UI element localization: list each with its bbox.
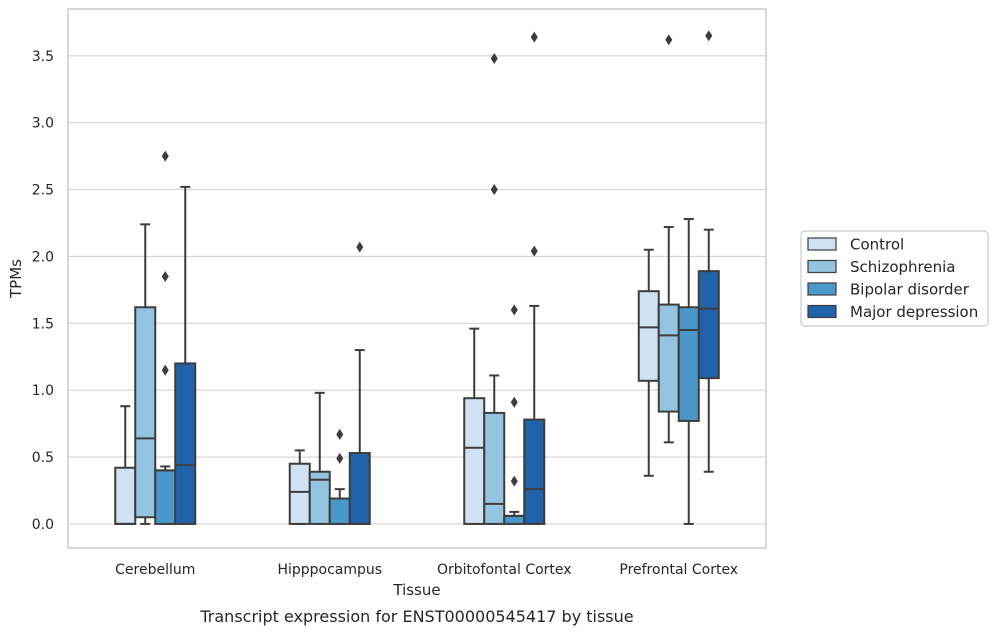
legend: Control Schizophrenia Bipolar disorder Majo… [800,230,989,327]
box-body [114,466,137,525]
y-tick-label: 0.0 [32,517,54,533]
y-tick-label: 2.5 [32,183,54,199]
outlier-point [530,245,538,257]
legend-label: Control [850,236,904,254]
box-control [637,248,660,477]
outlier-point [161,364,169,376]
box-body [637,290,660,382]
box-body [174,362,197,525]
chart-caption: Transcript expression for ENST0000054541… [199,607,633,626]
outlier-point [705,30,713,42]
box-schizophrenia [483,52,506,525]
box-major-depression [523,31,546,525]
outlier-point [490,184,498,196]
outlier-point [530,31,538,43]
legend-swatch [807,282,837,296]
box-body [154,469,177,525]
outlier-point [336,452,344,464]
box-body [288,462,311,525]
box-schizophrenia [134,223,157,525]
box-body [483,411,506,525]
x-tick-label: Cerebellum [115,562,195,578]
outlier-point [336,428,344,440]
legend-swatch [807,259,837,274]
legend-label: Schizophrenia [850,258,955,276]
y-tick-label: 0.5 [32,450,54,466]
y-tick-label: 1.0 [32,383,54,399]
outlier-point [510,304,518,316]
box-body [697,270,720,380]
box-body [503,514,526,525]
x-tick-label: Prefrontal Cortex [619,562,738,578]
legend-swatch [807,237,837,251]
box-bipolar-disorder [154,150,177,525]
outlier-point [356,241,364,253]
box-body [677,306,700,422]
x-tick-label: Hipppocampus [277,562,382,578]
box-body [523,418,546,525]
x-tick-labels: Cerebellum Hipppocampus Orbitofontal Corte… [115,562,738,578]
outlier-point [161,150,169,162]
box-major-depression [348,241,371,525]
box-bipolar-disorder [677,217,700,525]
legend-label: Bipolar disorder [850,281,970,299]
y-axis-label: TPMs [7,259,25,299]
outlier-point [510,396,518,408]
y-tick-label: 2.0 [32,249,54,265]
box-bipolar-disorder [503,304,526,525]
x-tick-label: Orbitofontal Cortex [437,562,572,578]
box-control [114,405,137,525]
box-schizophrenia [657,34,680,444]
box-body [134,306,157,519]
outlier-point [161,270,169,282]
box-body [463,397,486,525]
box-schizophrenia [308,391,331,525]
x-axis-label: Tissue [392,581,440,599]
legend-frame [800,230,989,327]
legend-label: Major depression [850,303,978,321]
plot-frame [67,8,767,549]
y-tick-label: 1.5 [32,316,54,332]
box-major-depression [174,185,197,525]
legend-swatch [807,304,837,319]
box-body [657,303,680,413]
box-body [328,497,351,525]
outlier-point [490,52,498,64]
y-tick-label: 3.0 [32,116,54,132]
y-tick-label: 3.5 [32,49,54,65]
outlier-point [665,34,673,46]
y-tick-labels: 0.0 0.5 1.0 1.5 2.0 2.5 3.0 3.5 [32,49,54,533]
boxes [114,30,720,525]
outlier-point [510,475,518,487]
box-major-depression [697,30,720,473]
box-body [348,452,371,525]
